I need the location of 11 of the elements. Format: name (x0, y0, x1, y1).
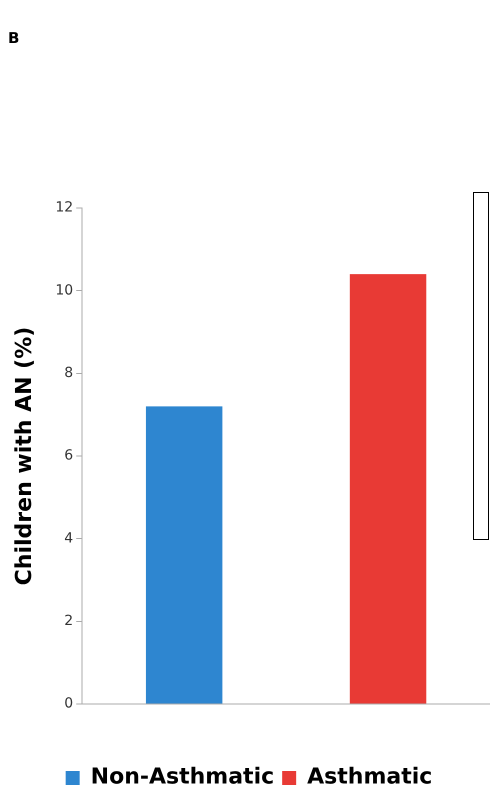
chart-title: B (8, 28, 20, 47)
y-tick-label: 12 (55, 200, 74, 216)
y-tick-label: 8 (64, 364, 74, 381)
legend-label: Non-Asthmatic (90, 764, 274, 790)
y-tick-label: 4 (64, 530, 74, 546)
y-tick-label: 6 (64, 448, 74, 464)
y-tick-label: 0 (64, 696, 74, 712)
y-axis-title: Children with AN (%) (12, 326, 37, 586)
y-tick-label: 2 (64, 612, 74, 629)
legend-label: Asthmatic (307, 764, 432, 790)
y-tick-label: 10 (55, 282, 74, 298)
